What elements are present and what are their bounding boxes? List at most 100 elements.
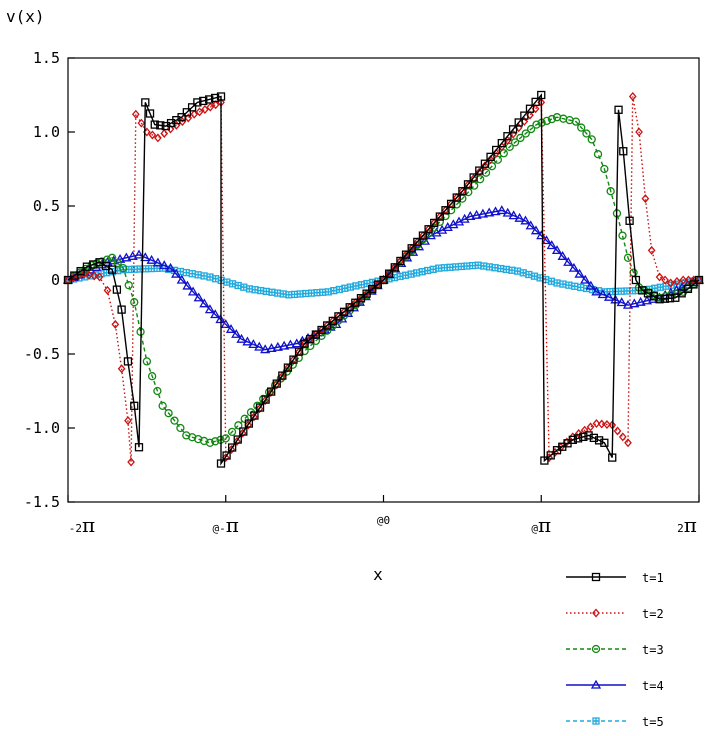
square-marker	[694, 275, 704, 285]
square-marker	[193, 98, 202, 107]
series-t1	[63, 90, 704, 468]
triangle-marker	[574, 268, 585, 278]
diamond-marker	[679, 275, 688, 285]
diamond-marker	[597, 419, 606, 429]
diamond-marker	[201, 105, 209, 115]
square-marker	[486, 152, 495, 161]
boxplus-marker-cross	[195, 271, 202, 278]
square-marker	[579, 432, 588, 442]
square-marker	[407, 244, 416, 253]
y-axis-ticks: 1.5 1.0 0.5 0 -0.5 -1.0 -1.5	[24, 49, 75, 511]
diamond-marker	[586, 422, 595, 432]
square-marker	[283, 363, 293, 372]
square-marker	[594, 436, 604, 445]
square-marker	[300, 339, 309, 348]
triangle-marker	[159, 260, 170, 270]
diamond-marker	[255, 404, 264, 414]
triangle-marker	[152, 257, 164, 267]
square-marker	[334, 312, 343, 321]
square-marker	[216, 459, 226, 468]
triangle-marker	[133, 249, 145, 259]
triangle-marker	[260, 344, 271, 354]
square-marker	[267, 387, 276, 396]
diamond-marker	[635, 127, 643, 137]
square-marker	[452, 193, 461, 202]
x-tick-label: 2π	[677, 513, 697, 537]
legend-label: t=5	[642, 715, 664, 729]
diamond-marker	[160, 128, 169, 138]
square-marker	[463, 180, 473, 189]
square-marker	[660, 294, 669, 303]
circle-marker	[142, 357, 152, 366]
triangle-marker	[127, 251, 138, 260]
triangle-marker	[140, 252, 151, 262]
x-tick-prefix: 2	[677, 522, 684, 535]
square-marker	[222, 451, 231, 460]
legend-item: t=3	[566, 643, 664, 657]
y-tick-label: -0.5	[24, 345, 60, 363]
square-marker	[82, 262, 92, 271]
diamond-marker	[666, 278, 675, 288]
circle-marker	[510, 138, 520, 147]
boxplus-marker-cross	[554, 279, 561, 286]
triangle-marker	[171, 268, 182, 278]
triangle-marker	[176, 274, 187, 284]
triangle-marker	[585, 280, 596, 290]
y-axis-label: v(x)	[6, 7, 45, 26]
triangle-marker	[557, 251, 568, 260]
diamond-marker	[131, 109, 140, 119]
square-marker	[345, 303, 354, 312]
y-tick-label: 0	[51, 271, 60, 289]
square-marker	[205, 95, 214, 104]
square-marker	[145, 109, 155, 118]
square-marker	[497, 138, 506, 148]
x-axis-ticks: -2π @-π @0@π 2π	[67, 495, 700, 537]
square-marker	[362, 289, 371, 298]
diamond-marker	[655, 272, 664, 282]
square-marker	[568, 435, 577, 444]
x-tick-prefix: @0	[377, 514, 390, 527]
triangle-marker	[541, 235, 552, 245]
triangle-marker	[248, 339, 259, 349]
square-marker	[117, 305, 126, 314]
legend-item: t=1	[566, 571, 664, 585]
circle-marker	[176, 423, 185, 433]
square-marker	[70, 271, 79, 280]
circle-marker	[591, 644, 601, 654]
square-marker	[228, 443, 237, 452]
circle-marker	[227, 427, 237, 436]
triangle-marker	[477, 208, 489, 218]
circle-marker	[516, 133, 525, 143]
x-tick-prefix: -2	[69, 522, 82, 535]
square-marker	[368, 284, 377, 294]
square-marker	[130, 401, 139, 410]
series-layer	[62, 90, 705, 468]
circle-marker	[170, 416, 179, 425]
x-tick-prefix: @	[531, 522, 538, 535]
square-marker	[546, 451, 555, 460]
square-marker	[356, 294, 366, 303]
square-marker	[390, 263, 399, 272]
square-marker	[492, 145, 501, 155]
triangle-marker	[165, 262, 176, 272]
legend-label: t=4	[642, 679, 664, 693]
boxplus-marker-cross	[593, 718, 599, 724]
square-marker	[317, 325, 326, 335]
circle-marker	[582, 129, 591, 138]
square-marker	[683, 284, 693, 294]
square-marker	[665, 294, 675, 303]
triangle-marker	[525, 220, 536, 230]
diamond-marker	[618, 432, 627, 442]
boxplus-marker-cross	[189, 270, 196, 277]
square-marker	[525, 104, 535, 113]
diamond-marker	[238, 428, 247, 438]
square-marker	[671, 293, 680, 302]
square-marker	[210, 93, 220, 103]
circle-marker	[164, 409, 173, 418]
x-tick-label: -2π	[69, 513, 95, 537]
square-marker	[261, 395, 270, 404]
diamond-marker	[266, 387, 275, 397]
diamond-marker	[95, 272, 104, 282]
square-marker	[289, 355, 298, 364]
square-marker	[250, 411, 259, 420]
